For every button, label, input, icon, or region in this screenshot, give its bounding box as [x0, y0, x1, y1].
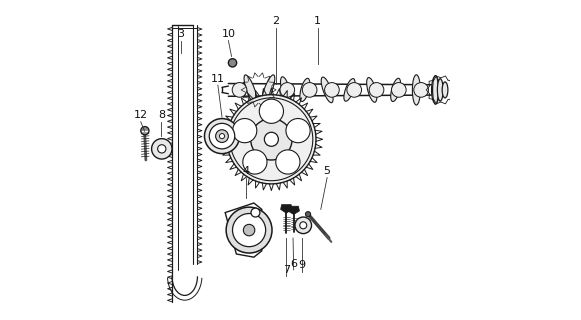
Text: 9: 9 — [299, 260, 306, 270]
Circle shape — [264, 132, 278, 146]
Text: 1: 1 — [314, 16, 321, 27]
Circle shape — [392, 83, 406, 97]
Circle shape — [216, 130, 228, 142]
Ellipse shape — [390, 78, 400, 101]
Circle shape — [300, 222, 307, 229]
Text: 10: 10 — [221, 29, 235, 39]
Ellipse shape — [281, 77, 291, 103]
Ellipse shape — [300, 78, 310, 101]
Text: 3: 3 — [177, 29, 184, 39]
Polygon shape — [281, 204, 292, 213]
Circle shape — [157, 145, 166, 153]
Ellipse shape — [321, 77, 333, 103]
Circle shape — [220, 133, 224, 139]
Text: 8: 8 — [158, 110, 165, 120]
Circle shape — [306, 212, 311, 217]
Circle shape — [232, 83, 247, 97]
Circle shape — [250, 119, 292, 160]
Text: 5: 5 — [324, 166, 331, 176]
Circle shape — [152, 139, 172, 159]
Ellipse shape — [367, 77, 377, 102]
Circle shape — [205, 119, 239, 154]
Circle shape — [251, 208, 260, 217]
Circle shape — [280, 83, 295, 97]
Ellipse shape — [433, 76, 438, 104]
Circle shape — [230, 98, 313, 181]
Ellipse shape — [413, 75, 420, 105]
Ellipse shape — [244, 75, 257, 105]
Circle shape — [228, 59, 236, 67]
Circle shape — [347, 83, 361, 97]
Text: 11: 11 — [211, 74, 225, 84]
Ellipse shape — [344, 79, 355, 101]
Ellipse shape — [437, 79, 443, 101]
Circle shape — [243, 224, 255, 236]
Circle shape — [286, 118, 310, 143]
Text: 2: 2 — [272, 16, 279, 27]
Polygon shape — [288, 206, 299, 214]
Circle shape — [276, 150, 300, 174]
Circle shape — [227, 95, 316, 184]
Circle shape — [259, 99, 284, 123]
Text: 6: 6 — [290, 259, 297, 268]
Circle shape — [209, 123, 235, 149]
Ellipse shape — [261, 75, 275, 105]
Circle shape — [243, 150, 267, 174]
Ellipse shape — [442, 82, 448, 98]
Text: 7: 7 — [283, 265, 290, 275]
Circle shape — [232, 118, 257, 143]
Circle shape — [295, 217, 311, 234]
Circle shape — [325, 83, 339, 97]
Text: 4: 4 — [242, 166, 249, 176]
Circle shape — [302, 83, 317, 97]
Circle shape — [226, 207, 272, 253]
Circle shape — [369, 83, 384, 97]
Circle shape — [141, 126, 149, 135]
Ellipse shape — [432, 76, 439, 103]
Circle shape — [414, 83, 428, 97]
Text: 12: 12 — [134, 110, 148, 120]
Circle shape — [232, 213, 266, 247]
